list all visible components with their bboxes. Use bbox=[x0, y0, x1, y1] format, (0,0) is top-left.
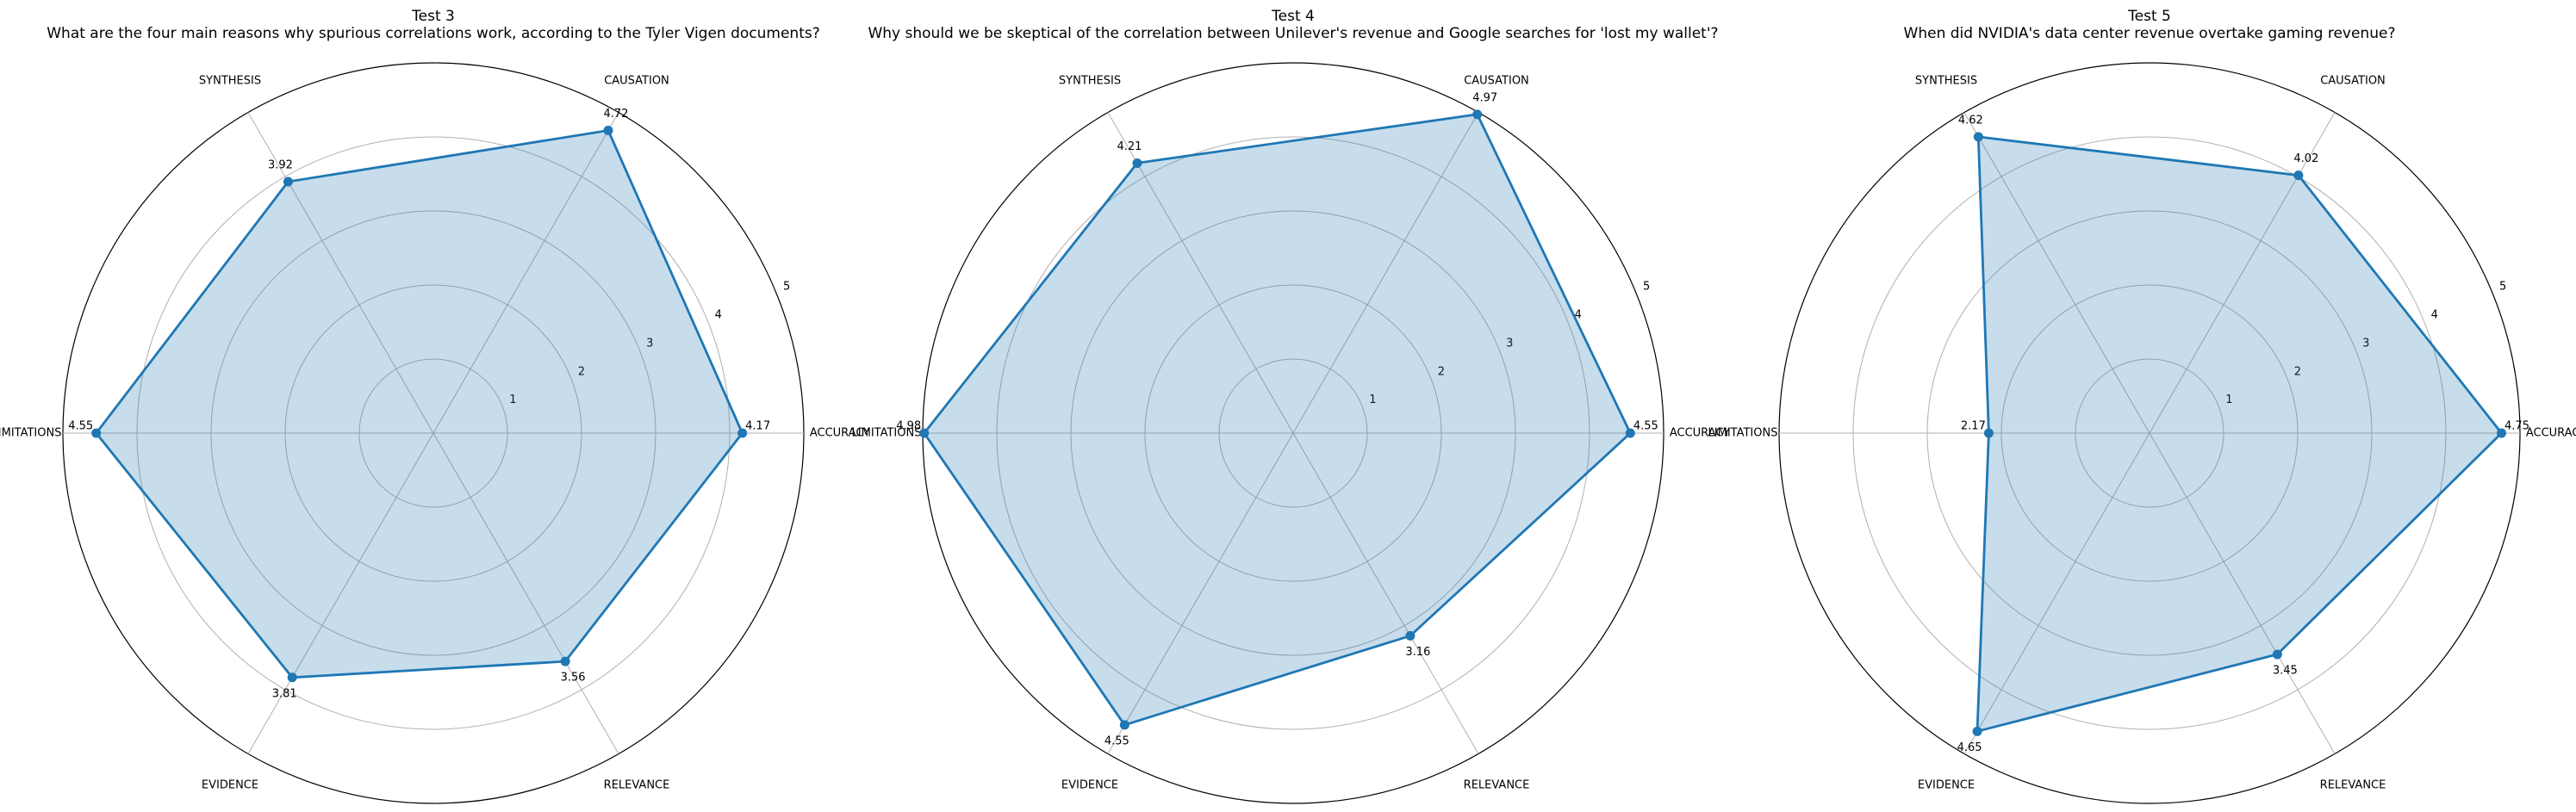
chart-title: Test 3 bbox=[411, 8, 455, 25]
axis-label-accuracy: ACCURACY bbox=[1670, 427, 1730, 440]
axis-label-causation: CAUSATION bbox=[604, 75, 669, 88]
data-label: 3.56 bbox=[561, 672, 586, 685]
spoke-line bbox=[2149, 112, 2336, 434]
axis-label-relevance: RELEVANCE bbox=[1464, 778, 1530, 791]
data-label: 4.21 bbox=[1117, 140, 1142, 153]
data-point bbox=[1625, 428, 1635, 438]
radial-tick-label: 1 bbox=[509, 394, 516, 406]
spoke-line bbox=[1963, 112, 2150, 434]
chart-subtitle: When did NVIDIA's data center revenue ov… bbox=[1904, 25, 2396, 42]
axis-label-relevance: RELEVANCE bbox=[2320, 778, 2386, 791]
axis-label-evidence: EVIDENCE bbox=[1061, 778, 1118, 791]
radial-tick-label: 3 bbox=[646, 337, 653, 350]
chart-title: Test 5 bbox=[2127, 8, 2171, 25]
radial-tick-label: 4 bbox=[2431, 308, 2438, 321]
axis-label-evidence: EVIDENCE bbox=[202, 778, 258, 791]
data-label: 4.98 bbox=[896, 420, 921, 433]
data-point bbox=[737, 428, 748, 438]
data-label: 4.75 bbox=[2504, 420, 2529, 433]
radial-tick-label: 4 bbox=[1575, 308, 1582, 321]
data-point bbox=[1405, 630, 1416, 641]
data-label: 4.02 bbox=[2293, 152, 2318, 165]
spoke-line bbox=[432, 432, 619, 754]
axis-label-accuracy: ACCURACY bbox=[2526, 427, 2576, 440]
data-point bbox=[1132, 158, 1142, 168]
data-point bbox=[603, 125, 613, 135]
radial-tick-label: 2 bbox=[578, 365, 585, 378]
spoke-line bbox=[2149, 432, 2336, 754]
series-area bbox=[923, 113, 1632, 727]
radial-tick-label: 5 bbox=[783, 281, 790, 294]
radial-tick-label: 1 bbox=[1369, 394, 1376, 406]
data-label: 3.45 bbox=[2273, 665, 2298, 678]
data-point bbox=[1972, 726, 1982, 736]
data-point bbox=[283, 177, 293, 187]
axis-label-synthesis: SYNTHESIS bbox=[1059, 75, 1121, 88]
radial-tick-label: 2 bbox=[1438, 365, 1445, 378]
data-label: 3.16 bbox=[1405, 646, 1430, 659]
radial-tick-label: 4 bbox=[715, 308, 722, 321]
radial-tick-label: 5 bbox=[1643, 281, 1650, 294]
data-label: 4.55 bbox=[68, 420, 93, 433]
data-label: 4.97 bbox=[1472, 91, 1497, 104]
spoke-line bbox=[247, 432, 434, 754]
axis-label-accuracy: ACCURACY bbox=[810, 427, 870, 440]
radial-tick-label: 1 bbox=[2225, 394, 2232, 406]
data-label: 3.92 bbox=[268, 158, 293, 171]
chart-title: Test 4 bbox=[1271, 8, 1315, 25]
axis-label-evidence: EVIDENCE bbox=[1918, 778, 1975, 791]
radial-tick-label: 3 bbox=[2362, 337, 2369, 350]
radial-tick-label: 3 bbox=[1506, 337, 1513, 350]
data-label: 4.55 bbox=[1633, 420, 1658, 433]
chart-subtitle: Why should we be skeptical of the correl… bbox=[868, 25, 1718, 42]
series-area bbox=[1976, 135, 2503, 733]
data-point bbox=[2293, 170, 2304, 181]
data-point bbox=[560, 656, 570, 666]
axis-label-limitations: LIMITATIONS bbox=[1708, 427, 1778, 440]
axis-label-limitations: LIMITATIONS bbox=[0, 427, 61, 440]
data-point bbox=[287, 673, 297, 683]
data-point bbox=[1973, 132, 1983, 142]
spoke-line bbox=[1292, 432, 1479, 754]
axis-label-causation: CAUSATION bbox=[2320, 75, 2386, 88]
data-label: 3.81 bbox=[272, 687, 297, 700]
data-label: 4.72 bbox=[603, 108, 628, 121]
data-point bbox=[2272, 649, 2282, 660]
series-area bbox=[95, 129, 744, 679]
radial-tick-label: 5 bbox=[2499, 281, 2506, 294]
spoke-line bbox=[1963, 432, 2150, 754]
axis-label-synthesis: SYNTHESIS bbox=[199, 75, 261, 88]
data-point bbox=[91, 428, 102, 438]
spoke-line bbox=[1292, 112, 1479, 434]
spoke-line bbox=[1107, 432, 1294, 754]
data-label: 4.55 bbox=[1104, 735, 1129, 747]
axis-label-relevance: RELEVANCE bbox=[604, 778, 670, 791]
radial-tick-label: 2 bbox=[2294, 365, 2301, 378]
data-label: 4.62 bbox=[1958, 114, 1983, 127]
data-point bbox=[1472, 109, 1483, 120]
data-label: 2.17 bbox=[1961, 420, 1986, 433]
axis-label-limitations: LIMITATIONS bbox=[852, 427, 922, 440]
spoke-line bbox=[432, 112, 619, 434]
axis-label-causation: CAUSATION bbox=[1464, 75, 1529, 88]
data-label: 4.65 bbox=[1957, 741, 1982, 754]
data-label: 4.17 bbox=[745, 420, 770, 433]
chart-subtitle: What are the four main reasons why spuri… bbox=[47, 25, 820, 42]
data-point bbox=[919, 428, 930, 438]
data-point bbox=[1119, 720, 1129, 730]
spoke-line bbox=[247, 112, 434, 434]
axis-label-synthesis: SYNTHESIS bbox=[1915, 75, 1977, 88]
data-point bbox=[2497, 428, 2506, 438]
data-point bbox=[1983, 428, 1994, 438]
